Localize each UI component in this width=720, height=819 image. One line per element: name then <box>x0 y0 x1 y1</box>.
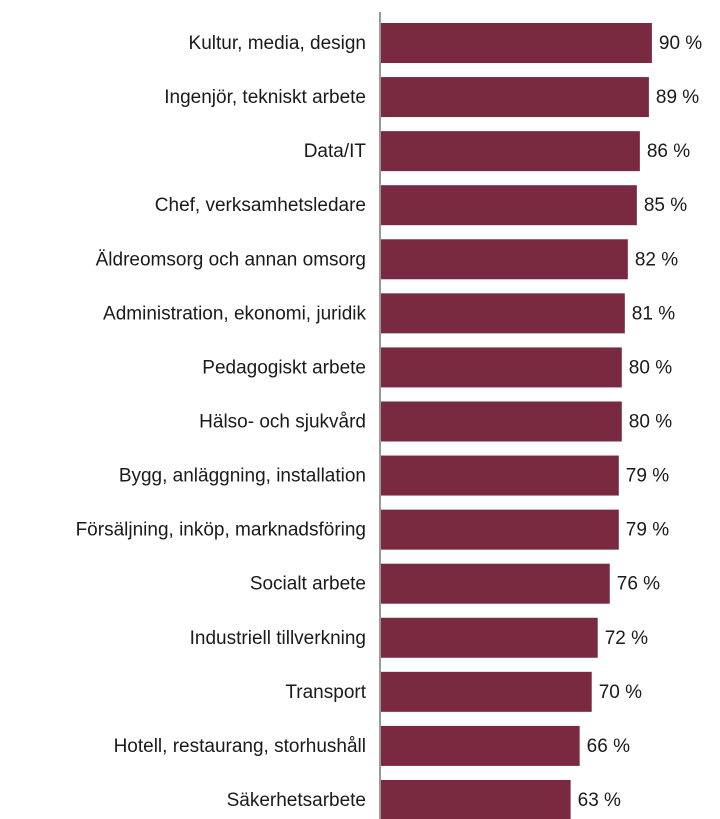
bar <box>381 293 625 334</box>
category-label: Chef, verksamhetsledare <box>155 195 366 216</box>
value-label: 82 % <box>635 249 678 270</box>
value-label: 90 % <box>659 33 702 54</box>
category-label: Data/IT <box>304 141 367 162</box>
bar <box>381 779 571 819</box>
value-label: 66 % <box>587 736 630 757</box>
bar <box>381 671 592 712</box>
bar <box>381 617 598 658</box>
bar <box>381 725 580 766</box>
bar <box>381 509 619 550</box>
category-label: Industriell tillverkning <box>190 628 366 649</box>
value-label: 80 % <box>629 412 672 433</box>
value-label: 63 % <box>578 790 621 811</box>
value-label: 76 % <box>617 574 660 595</box>
bar <box>381 347 622 388</box>
value-label: 80 % <box>629 357 672 378</box>
bar <box>381 563 610 604</box>
value-label: 86 % <box>647 141 690 162</box>
category-label: Bygg, anläggning, installation <box>119 466 366 487</box>
bar <box>381 455 619 496</box>
category-label: Säkerhetsarbete <box>227 790 366 811</box>
category-label: Ingenjör, tekniskt arbete <box>164 87 366 108</box>
category-label: Äldreomsorg och annan omsorg <box>96 249 366 270</box>
value-label: 89 % <box>656 87 699 108</box>
value-label: 79 % <box>626 466 669 487</box>
category-label: Socialt arbete <box>250 574 366 595</box>
bar <box>381 23 652 63</box>
bar <box>381 77 649 118</box>
value-label: 72 % <box>605 628 648 649</box>
bar <box>381 401 622 442</box>
category-label: Kultur, media, design <box>189 33 366 54</box>
value-label: 81 % <box>632 303 675 324</box>
category-label: Administration, ekonomi, juridik <box>103 303 366 324</box>
category-label: Transport <box>285 682 366 703</box>
bar <box>381 239 628 280</box>
bar <box>381 185 637 226</box>
category-label: Hotell, restaurang, storhushåll <box>114 736 366 757</box>
category-label: Pedagogiskt arbete <box>202 357 366 378</box>
bar <box>381 131 640 172</box>
value-label: 85 % <box>644 195 687 216</box>
value-label: 79 % <box>626 520 669 541</box>
category-label: Hälso- och sjukvård <box>199 412 366 433</box>
category-label: Försäljning, inköp, marknadsföring <box>76 520 366 541</box>
value-label: 70 % <box>599 682 642 703</box>
